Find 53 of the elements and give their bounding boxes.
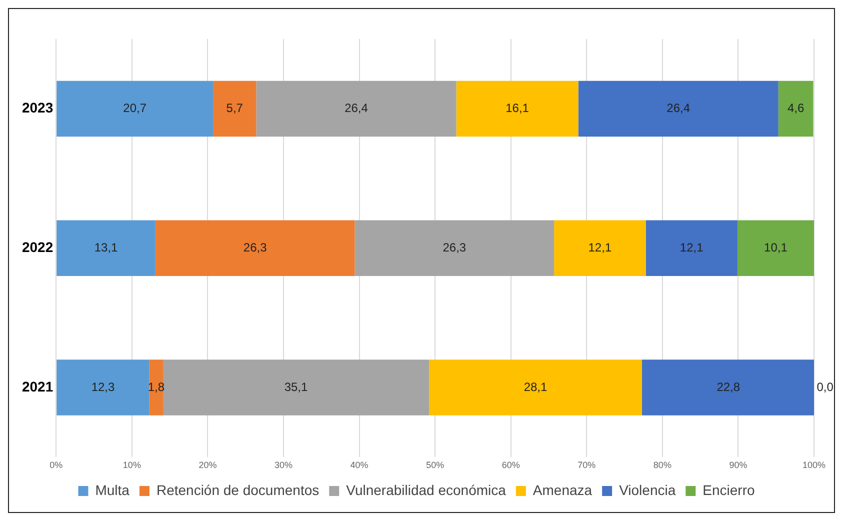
x-tick-label: 50% (426, 460, 444, 470)
bar (56, 360, 150, 416)
bar (56, 220, 156, 276)
x-tick-label: 0% (50, 460, 63, 470)
data-label: 26,3 (243, 240, 268, 254)
data-label: 13,1 (94, 240, 118, 254)
y-tick-label: 2021 (22, 378, 54, 394)
bar (646, 220, 738, 276)
bar (354, 220, 554, 276)
data-label: 10,1 (764, 240, 788, 254)
data-label: 20,7 (123, 101, 147, 116)
legend-label: Amenaza (532, 482, 592, 498)
data-label: 26,4 (666, 101, 690, 116)
legend-label: Multa (95, 482, 130, 498)
bar (554, 220, 646, 276)
bar (155, 220, 355, 276)
x-tick-label: 100% (802, 460, 826, 470)
x-tick-label: 20% (198, 460, 217, 470)
data-label: 22,8 (716, 380, 740, 394)
data-label: 0,0 (816, 380, 834, 394)
data-label: 26,4 (344, 101, 368, 116)
y-tick-label: 2023 (22, 100, 54, 116)
legend-label: Vulnerabilidad económica (346, 482, 506, 498)
x-tick-label: 40% (350, 460, 368, 470)
data-label: 16,1 (506, 101, 530, 116)
bar (778, 80, 814, 137)
data-label: 4,6 (787, 101, 804, 116)
x-tick-label: 70% (578, 460, 596, 470)
x-tick-label: 10% (122, 460, 141, 470)
data-label: 12,1 (588, 240, 612, 254)
bar (578, 80, 778, 137)
x-tick-label: 80% (653, 460, 672, 470)
bar (456, 80, 578, 137)
bar (213, 80, 256, 137)
bar (256, 80, 456, 137)
y-tick-label: 2022 (22, 238, 54, 255)
bar (56, 80, 214, 137)
x-tick-label: 60% (502, 460, 520, 470)
x-tick-label: 30% (274, 460, 293, 470)
bar (737, 220, 814, 276)
data-label: 12,3 (91, 380, 116, 394)
data-label: 5,7 (226, 101, 244, 116)
legend-label: Violencia (619, 482, 676, 498)
data-label: 28,1 (524, 380, 548, 394)
legend-label: Encierro (702, 482, 755, 498)
data-label: 35,1 (284, 380, 308, 394)
bar (642, 360, 814, 416)
bar (163, 360, 430, 416)
x-tick-label: 90% (729, 460, 748, 470)
bar (429, 360, 642, 416)
data-label: 26,3 (442, 240, 466, 254)
data-label: 12,1 (680, 240, 704, 254)
legend-label: Retención de documentos (156, 482, 320, 498)
